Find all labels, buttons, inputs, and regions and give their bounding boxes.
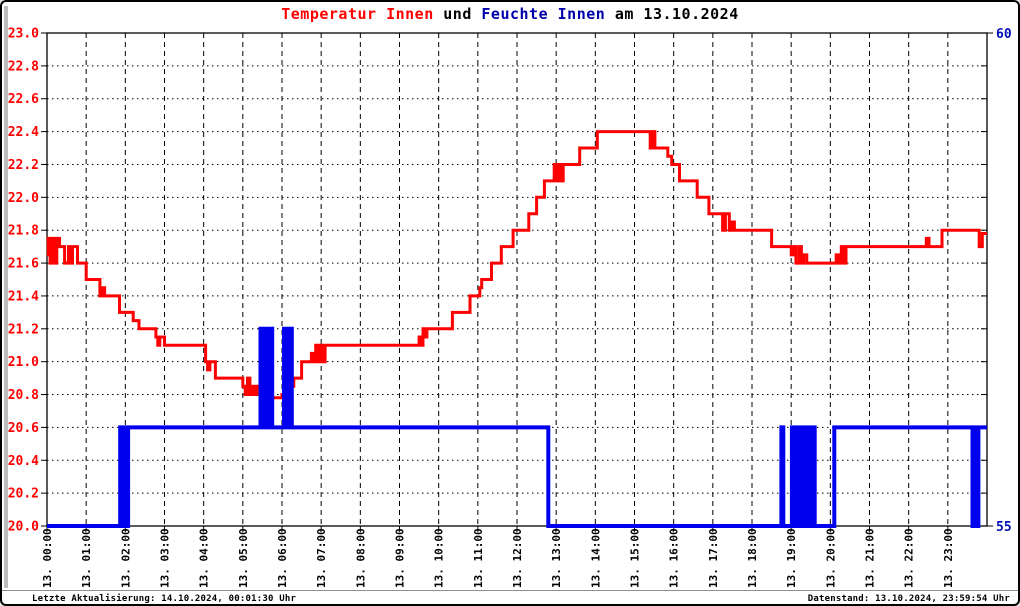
title-humidity-label: Feuchte Innen <box>481 5 606 23</box>
last-update-text: Letzte Aktualisierung: 14.10.2024, 00:01… <box>32 594 297 604</box>
svg-text:22.8: 22.8 <box>8 59 39 74</box>
title-temperature-label: Temperatur Innen <box>281 5 434 23</box>
svg-text:60: 60 <box>996 27 1012 42</box>
svg-text:13. 23:00: 13. 23:00 <box>942 528 955 588</box>
svg-text:13. 00:00: 13. 00:00 <box>41 528 54 588</box>
svg-text:20.2: 20.2 <box>8 487 39 502</box>
svg-text:22.0: 22.0 <box>8 191 39 206</box>
svg-text:13. 20:00: 13. 20:00 <box>824 528 837 588</box>
left-frame-strip <box>4 6 8 588</box>
svg-text:21.4: 21.4 <box>8 289 39 304</box>
svg-text:23.0: 23.0 <box>8 27 39 42</box>
svg-text:13. 12:00: 13. 12:00 <box>511 528 524 588</box>
title-connector: und <box>433 5 482 23</box>
svg-text:13. 07:00: 13. 07:00 <box>315 528 328 588</box>
svg-text:13. 22:00: 13. 22:00 <box>903 528 916 588</box>
svg-text:13. 01:00: 13. 01:00 <box>80 528 93 588</box>
svg-text:13. 13:00: 13. 13:00 <box>550 528 563 588</box>
svg-text:21.8: 21.8 <box>8 224 39 239</box>
svg-text:20.6: 20.6 <box>8 421 39 436</box>
svg-text:13. 14:00: 13. 14:00 <box>589 528 602 588</box>
footer-separator <box>2 590 1018 591</box>
svg-text:20.8: 20.8 <box>8 388 39 403</box>
svg-text:13. 21:00: 13. 21:00 <box>864 528 877 588</box>
svg-text:13. 16:00: 13. 16:00 <box>668 528 681 588</box>
series-temperature <box>46 130 987 400</box>
svg-text:21.0: 21.0 <box>8 355 39 370</box>
title-date: am 13.10.2024 <box>605 5 739 23</box>
svg-text:13. 19:00: 13. 19:00 <box>785 528 798 588</box>
svg-text:22.2: 22.2 <box>8 158 39 173</box>
svg-text:13. 09:00: 13. 09:00 <box>394 528 407 588</box>
svg-text:22.4: 22.4 <box>8 125 39 140</box>
svg-text:13. 17:00: 13. 17:00 <box>707 528 720 588</box>
series-humidity <box>47 326 987 528</box>
svg-text:21.2: 21.2 <box>8 322 39 337</box>
svg-text:13. 03:00: 13. 03:00 <box>159 528 172 588</box>
svg-text:13. 02:00: 13. 02:00 <box>119 528 132 588</box>
data-timestamp-text: Datenstand: 13.10.2024, 23:59:54 Uhr <box>807 594 1010 604</box>
chart-canvas: 20.0 20.2 20.4 20.6 20.8 21.0 21.2 21.4 21.6 21.8… <box>8 27 1012 589</box>
svg-text:13. 06:00: 13. 06:00 <box>276 528 289 588</box>
svg-text:13. 10:00: 13. 10:00 <box>433 528 446 588</box>
svg-text:55: 55 <box>996 520 1012 535</box>
svg-text:22.6: 22.6 <box>8 92 39 107</box>
svg-text:13. 08:00: 13. 08:00 <box>354 528 367 588</box>
svg-text:13. 05:00: 13. 05:00 <box>237 528 250 588</box>
chart-title: Temperatur Innen und Feuchte Innen am 13… <box>2 5 1018 23</box>
status-bar: Letzte Aktualisierung: 14.10.2024, 00:01… <box>2 592 1018 604</box>
svg-text:13. 04:00: 13. 04:00 <box>198 528 211 588</box>
svg-text:13. 11:00: 13. 11:00 <box>472 528 485 588</box>
svg-text:13. 18:00: 13. 18:00 <box>746 528 759 588</box>
svg-text:13. 15:00: 13. 15:00 <box>629 528 642 588</box>
svg-text:21.6: 21.6 <box>8 257 39 272</box>
svg-text:20.0: 20.0 <box>8 520 39 535</box>
svg-text:20.4: 20.4 <box>8 454 39 469</box>
